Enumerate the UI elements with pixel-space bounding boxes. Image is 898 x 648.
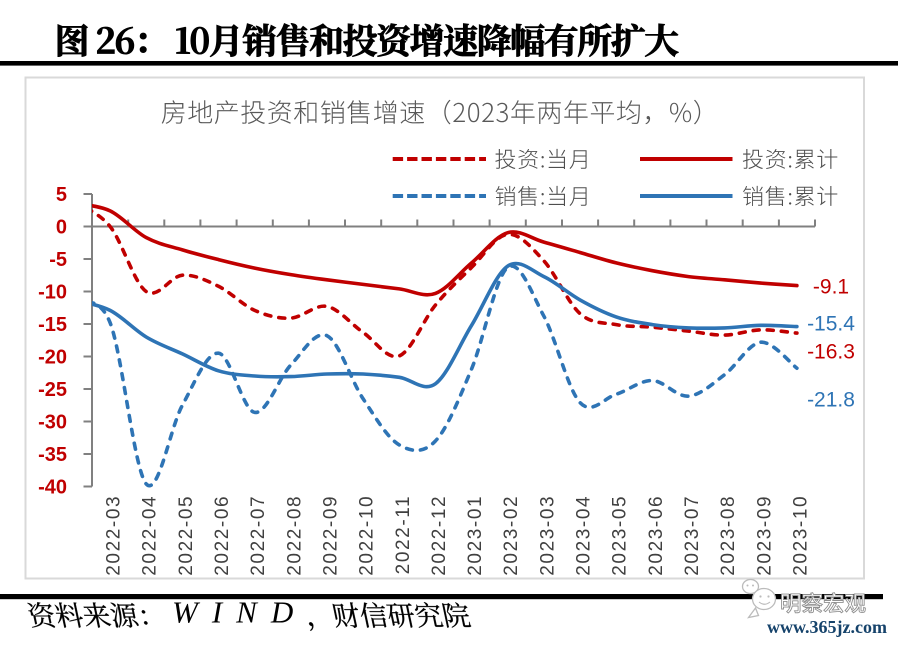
svg-text:2022-04: 2022-04 (140, 495, 161, 576)
svg-text:2022-10: 2022-10 (357, 495, 378, 576)
svg-text:2022-05: 2022-05 (176, 495, 197, 576)
svg-text:-5: -5 (49, 249, 67, 271)
svg-text:-16.3: -16.3 (807, 341, 855, 364)
svg-text:-20: -20 (38, 347, 67, 369)
svg-text:2022-06: 2022-06 (212, 495, 233, 576)
svg-text:2023-10: 2023-10 (790, 495, 811, 576)
svg-text:2023-02: 2023-02 (501, 495, 522, 576)
svg-text:-10: -10 (38, 282, 67, 304)
svg-text:-35: -35 (38, 444, 67, 466)
svg-text:www.365jz.com: www.365jz.com (767, 617, 887, 637)
svg-text:2023-09: 2023-09 (754, 495, 775, 576)
svg-text:2022-08: 2022-08 (284, 495, 305, 576)
svg-text:-25: -25 (38, 379, 67, 401)
svg-text:2022-09: 2022-09 (321, 495, 342, 576)
svg-text:-30: -30 (38, 412, 67, 434)
svg-text:WIND: WIND (172, 595, 307, 630)
svg-text:2022-07: 2022-07 (248, 495, 269, 576)
svg-text:5: 5 (56, 184, 67, 206)
svg-text:2023-05: 2023-05 (610, 495, 631, 576)
svg-text:-15.4: -15.4 (807, 313, 855, 336)
svg-text:2022-03: 2022-03 (104, 495, 125, 576)
svg-text:2023-04: 2023-04 (574, 495, 595, 576)
svg-text:2023-01: 2023-01 (465, 495, 486, 576)
svg-text:2022-12: 2022-12 (429, 495, 450, 576)
svg-text:0: 0 (56, 217, 67, 239)
svg-text:2023-03: 2023-03 (537, 495, 558, 576)
svg-text:2023-07: 2023-07 (682, 495, 703, 576)
svg-text:2023-08: 2023-08 (718, 495, 739, 576)
svg-text:-15: -15 (38, 314, 67, 336)
svg-text:2022-11: 2022-11 (393, 495, 414, 575)
svg-text:-40: -40 (38, 477, 67, 499)
svg-text:-9.1: -9.1 (813, 276, 849, 299)
svg-text:2023-06: 2023-06 (646, 495, 667, 576)
svg-text:-21.8: -21.8 (807, 389, 855, 412)
